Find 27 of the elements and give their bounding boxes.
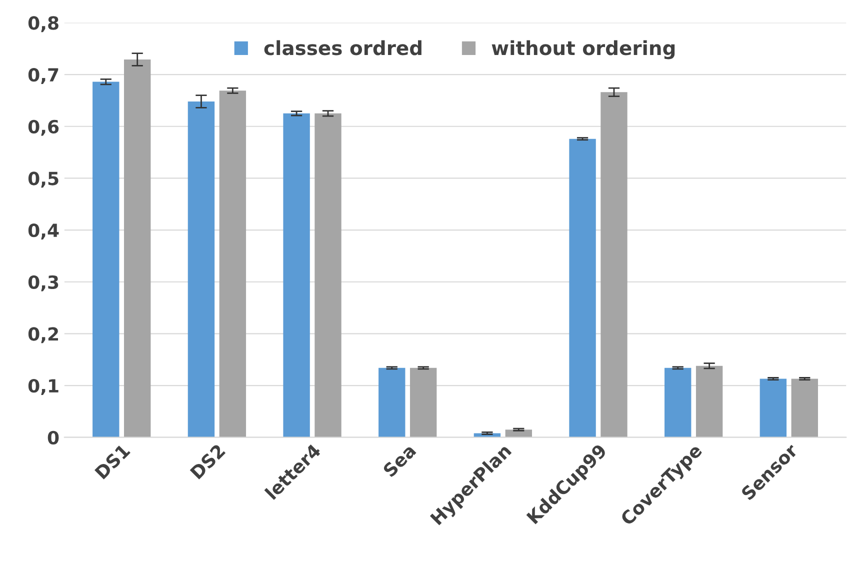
y-tick-label: 0,5 — [28, 172, 58, 188]
y-tick-label: 0,7 — [28, 68, 58, 84]
bar — [314, 113, 342, 438]
y-tick-label: 0,3 — [28, 275, 58, 292]
y-tick-label: 0,8 — [28, 16, 58, 32]
bar — [600, 92, 628, 438]
y-tick-label: 0,2 — [28, 327, 58, 344]
bar — [505, 430, 532, 438]
bar — [378, 368, 406, 438]
bar — [410, 368, 437, 438]
y-tick-label: 0,6 — [28, 120, 59, 136]
y-tick-label: 0 — [48, 430, 59, 444]
legend-label: classes ordred — [264, 40, 422, 56]
bar — [760, 378, 787, 438]
bar — [664, 368, 692, 438]
y-tick-label: 0,1 — [28, 378, 58, 395]
bar — [219, 90, 246, 438]
bar — [283, 113, 310, 438]
bar — [791, 378, 818, 438]
y-tick-label: 0,4 — [28, 224, 59, 240]
bar — [124, 60, 151, 438]
bar — [188, 102, 215, 438]
bar — [696, 366, 723, 438]
legend-label: without ordering — [492, 40, 675, 60]
bar — [92, 82, 120, 438]
x-tick-label: Sea — [382, 443, 416, 478]
bar — [569, 138, 596, 438]
